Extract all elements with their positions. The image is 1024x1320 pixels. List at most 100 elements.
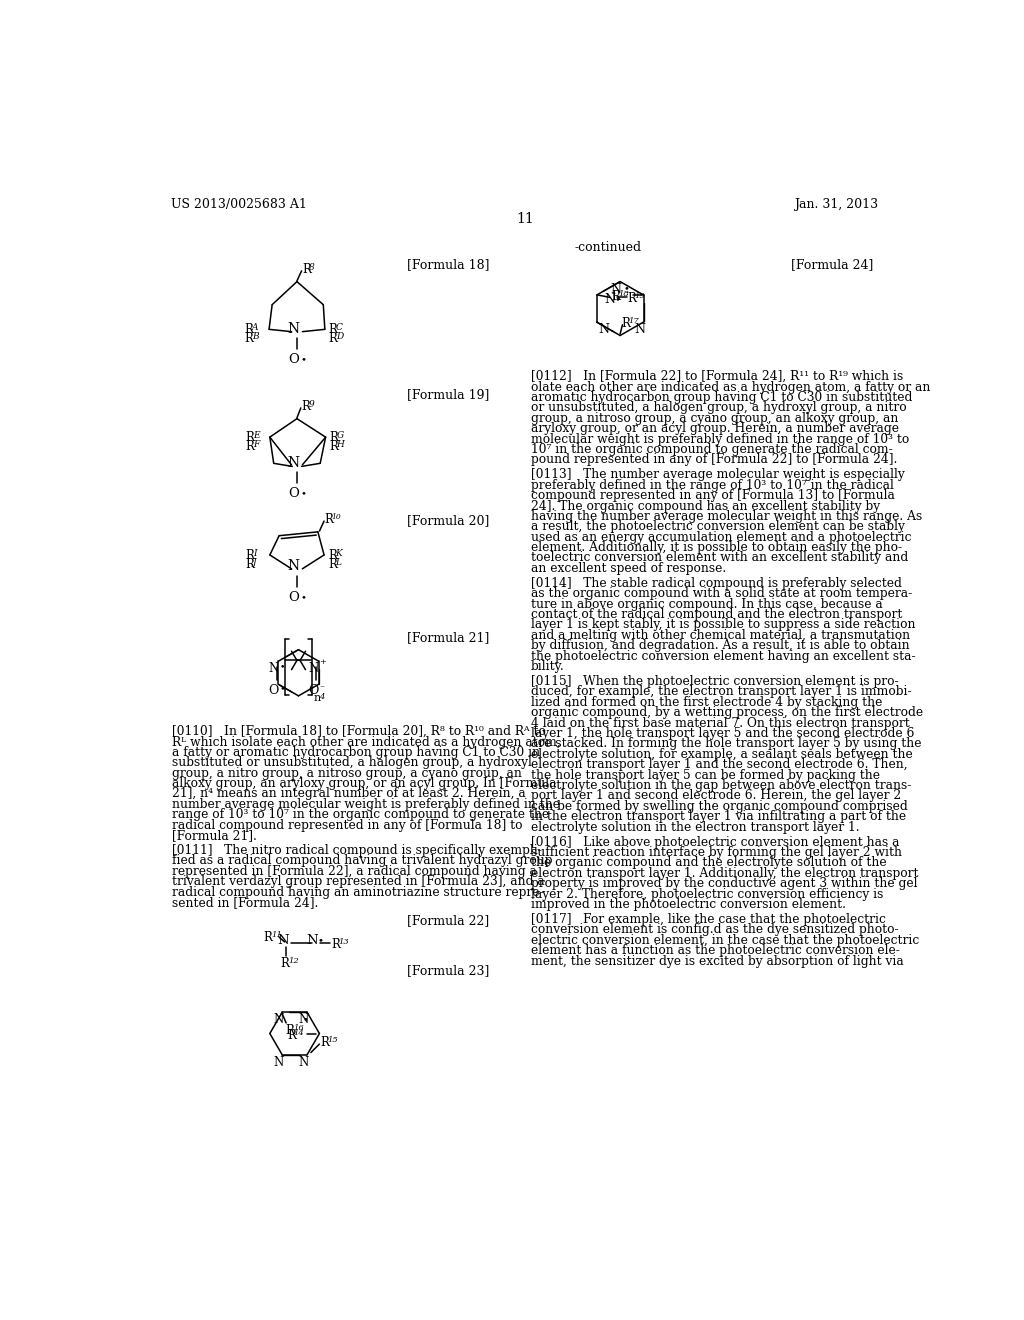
Text: R: R	[321, 1036, 329, 1049]
Text: R: R	[245, 430, 254, 444]
Text: toelectric conversion element with an excellent stability and: toelectric conversion element with an ex…	[531, 552, 908, 565]
Text: R: R	[329, 323, 338, 337]
Text: [0113]   The number average molecular weight is especially: [0113] The number average molecular weig…	[531, 469, 905, 482]
Text: as the organic compound with a solid state at room tempera-: as the organic compound with a solid sta…	[531, 587, 912, 601]
Text: 21], n⁴ means an integral number of at least 2. Herein, a: 21], n⁴ means an integral number of at l…	[172, 788, 526, 800]
Text: N: N	[309, 663, 319, 675]
Text: property is improved by the conductive agent 3 within the gel: property is improved by the conductive a…	[531, 878, 918, 890]
Text: •: •	[614, 296, 621, 304]
Text: J: J	[253, 558, 256, 568]
Text: •: •	[301, 490, 307, 499]
Text: [Formula 23]: [Formula 23]	[407, 964, 489, 977]
Text: O: O	[268, 684, 279, 697]
Text: [0114]   The stable radical compound is preferably selected: [0114] The stable radical compound is pr…	[531, 577, 902, 590]
Text: or unsubstituted, a halogen group, a hydroxyl group, a nitro: or unsubstituted, a halogen group, a hyd…	[531, 401, 906, 414]
Text: having the number average molecular weight in this range. As: having the number average molecular weig…	[531, 510, 923, 523]
Text: aromatic hydrocarbon group having C1 to C30 in substituted: aromatic hydrocarbon group having C1 to …	[531, 391, 912, 404]
Text: 4: 4	[319, 693, 325, 701]
Text: contact of the radical compound and the electron transport: contact of the radical compound and the …	[531, 609, 902, 622]
Text: 8: 8	[309, 263, 315, 272]
Text: [0115]   When the photoelectric conversion element is pro-: [0115] When the photoelectric conversion…	[531, 675, 899, 688]
Text: H: H	[337, 441, 344, 449]
Text: O: O	[289, 487, 299, 500]
Text: substituted or unsubstituted, a halogen group, a hydroxyl: substituted or unsubstituted, a halogen …	[172, 756, 532, 770]
Text: N: N	[268, 663, 279, 675]
Text: E: E	[253, 430, 259, 440]
Text: •: •	[280, 684, 286, 693]
Text: 4 laid on the first base material 7. On this electron transport: 4 laid on the first base material 7. On …	[531, 717, 909, 730]
Text: pound represented in any of [Formula 22] to [Formula 24].: pound represented in any of [Formula 22]…	[531, 453, 897, 466]
Text: R: R	[286, 1024, 294, 1036]
Text: trivalent verdazyl group represented in [Formula 23], and a: trivalent verdazyl group represented in …	[172, 875, 545, 888]
Text: R: R	[328, 558, 337, 572]
Text: in the electron transport layer 1 via infiltrating a part of the: in the electron transport layer 1 via in…	[531, 810, 906, 824]
Text: group, a nitro group, a nitroso group, a cyano group, an: group, a nitro group, a nitroso group, a…	[172, 767, 522, 780]
Text: fied as a radical compound having a trivalent hydrazyl group: fied as a radical compound having a triv…	[172, 854, 553, 867]
Text: F: F	[253, 441, 259, 449]
Text: C: C	[336, 323, 343, 333]
Text: electron transport layer 1. Additionally, the electron transport: electron transport layer 1. Additionally…	[531, 867, 919, 880]
Text: 16: 16	[293, 1024, 304, 1032]
Text: R: R	[245, 333, 253, 346]
Text: [Formula 19]: [Formula 19]	[407, 388, 489, 401]
Text: N: N	[610, 284, 622, 296]
Text: [0110]   In [Formula 18] to [Formula 20], R⁸ to R¹⁰ and Rᴬ to: [0110] In [Formula 18] to [Formula 20], …	[172, 725, 546, 738]
Text: N: N	[604, 293, 615, 306]
Text: preferably defined in the range of 10³ to 10⁷ in the radical: preferably defined in the range of 10³ t…	[531, 479, 894, 492]
Text: •: •	[280, 663, 286, 672]
Text: electric conversion element, in the case that the photoelectric: electric conversion element, in the case…	[531, 933, 920, 946]
Text: 24]. The organic compound has an excellent stability by: 24]. The organic compound has an excelle…	[531, 499, 880, 512]
Text: bility.: bility.	[531, 660, 565, 673]
Text: R: R	[263, 931, 272, 944]
Text: N: N	[298, 1056, 308, 1069]
Text: R: R	[330, 430, 338, 444]
Text: R: R	[281, 957, 290, 970]
Text: R: R	[324, 513, 333, 527]
Text: the hole transport layer 5 can be formed by packing the: the hole transport layer 5 can be formed…	[531, 768, 880, 781]
Text: radical compound having an aminotriazine structure repre-: radical compound having an aminotriazine…	[172, 886, 544, 899]
Text: improved in the photoelectric conversion element.: improved in the photoelectric conversion…	[531, 898, 846, 911]
Text: R: R	[245, 549, 254, 562]
Text: ment, the sensitizer dye is excited by absorption of light via: ment, the sensitizer dye is excited by a…	[531, 954, 904, 968]
Text: R: R	[331, 939, 340, 950]
Text: K: K	[335, 549, 342, 558]
Text: N: N	[288, 455, 300, 470]
Text: Rᴸ which isolate each other are indicated as a hydrogen atom,: Rᴸ which isolate each other are indicate…	[172, 735, 561, 748]
Text: alkoxy group, an aryloxy group, or an acyl group. In [Formula: alkoxy group, an aryloxy group, or an ac…	[172, 777, 557, 791]
Text: a result, the photoelectric conversion element can be stably: a result, the photoelectric conversion e…	[531, 520, 905, 533]
Text: N: N	[278, 933, 289, 946]
Text: and a melting with other chemical material, a transmutation: and a melting with other chemical materi…	[531, 628, 910, 642]
Text: 11: 11	[516, 213, 534, 226]
Text: electrolyte solution in the electron transport layer 1.: electrolyte solution in the electron tra…	[531, 821, 859, 834]
Text: N: N	[598, 323, 609, 335]
Text: radical compound represented in any of [Formula 18] to: radical compound represented in any of […	[172, 818, 522, 832]
Text: by diffusion, and degradation. As a result, it is able to obtain: by diffusion, and degradation. As a resu…	[531, 639, 909, 652]
Text: R: R	[330, 441, 338, 453]
Text: layer 1 is kept stably, it is possible to suppress a side reaction: layer 1 is kept stably, it is possible t…	[531, 619, 915, 631]
Text: electrolyte solution, for example, a sealant seals between the: electrolyte solution, for example, a sea…	[531, 748, 912, 760]
Text: N: N	[298, 1012, 308, 1026]
Text: electrolyte solution in the gap between above electron trans-: electrolyte solution in the gap between …	[531, 779, 911, 792]
Text: G: G	[337, 430, 344, 440]
Text: 11: 11	[271, 931, 283, 939]
Text: group, a nitroso group, a cyano group, an alkoxy group, an: group, a nitroso group, a cyano group, a…	[531, 412, 898, 425]
Text: 17: 17	[629, 317, 639, 325]
Text: [Formula 22]: [Formula 22]	[407, 915, 489, 927]
Text: [0116]   Like above photoelectric conversion element has a: [0116] Like above photoelectric conversi…	[531, 836, 899, 849]
Text: D: D	[336, 333, 343, 342]
Text: [0111]   The nitro radical compound is specifically exempli-: [0111] The nitro radical compound is spe…	[172, 843, 542, 857]
Text: R: R	[628, 292, 637, 305]
Text: [Formula 18]: [Formula 18]	[407, 259, 489, 272]
Text: olate each other are indicated as a hydrogen atom, a fatty or an: olate each other are indicated as a hydr…	[531, 380, 931, 393]
Text: US 2013/0025683 A1: US 2013/0025683 A1	[171, 198, 306, 211]
Text: •: •	[301, 594, 307, 602]
Text: 9: 9	[308, 400, 314, 409]
Text: R: R	[245, 558, 254, 572]
Text: element has a function as the photoelectric conversion ele-: element has a function as the photoelect…	[531, 944, 900, 957]
Text: L: L	[335, 558, 341, 568]
Text: R: R	[245, 441, 254, 453]
Text: are stacked. In forming the hole transport layer 5 by using the: are stacked. In forming the hole transpo…	[531, 738, 922, 751]
Text: electron transport layer 1 and the second electrode 6. Then,: electron transport layer 1 and the secon…	[531, 758, 907, 771]
Text: N: N	[273, 1056, 284, 1069]
Text: port layer 1 and second electrode 6. Herein, the gel layer 2: port layer 1 and second electrode 6. Her…	[531, 789, 901, 803]
